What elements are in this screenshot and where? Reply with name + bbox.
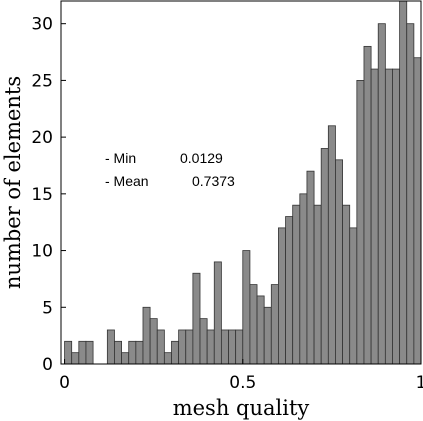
histogram-bar: [342, 204, 351, 365]
y-tick-label: 10: [31, 242, 53, 262]
histogram-bar: [156, 329, 165, 365]
histogram-bar: [249, 284, 258, 365]
histogram-bar: [228, 329, 237, 365]
histogram-bar: [192, 272, 201, 365]
histogram-bar: [335, 159, 343, 365]
histogram-bar: [78, 340, 87, 365]
x-axis-ticks: 0 0.5 1: [59, 359, 423, 393]
histogram-bar: [114, 340, 122, 365]
histogram-bar: [64, 340, 73, 365]
histogram-bar: [377, 23, 386, 365]
histogram-bar: [270, 284, 279, 365]
mean-value: 0.7373: [192, 173, 235, 189]
histogram-bar: [363, 45, 372, 365]
y-tick-label: 15: [31, 185, 53, 205]
histogram-bar: [142, 306, 151, 365]
min-label: - Min: [105, 150, 136, 166]
histogram-bars: [64, 0, 422, 365]
histogram-bar: [285, 216, 294, 365]
x-tick-label: 1: [416, 373, 423, 393]
histogram-bar: [399, 0, 408, 365]
histogram-bar: [306, 170, 315, 365]
mean-label: - Mean: [105, 173, 149, 189]
y-tick-label: 5: [42, 298, 53, 318]
y-axis-ticks: 0 5 10 15 20 25 30: [31, 15, 66, 375]
histogram-bar: [292, 204, 301, 365]
axes-frame: [60, 0, 422, 365]
histogram-bar: [71, 352, 80, 365]
histogram-bar: [163, 352, 172, 365]
histogram-bar: [349, 227, 358, 365]
histogram-bar: [256, 295, 265, 365]
y-axis-label: number of elements: [1, 76, 25, 289]
histogram-bar: [413, 57, 422, 365]
histogram-bar: [299, 193, 308, 365]
histogram-bar: [370, 68, 379, 365]
histogram-bar: [178, 329, 187, 365]
histogram-bar: [213, 261, 222, 365]
histogram-bar: [135, 340, 144, 365]
x-axis-label: mesh quality: [173, 396, 310, 420]
histogram-bar: [149, 318, 158, 365]
histogram-bar: [356, 80, 365, 365]
histogram-bar: [392, 68, 401, 365]
histogram-bar: [171, 340, 180, 365]
y-tick-label: 20: [31, 128, 53, 148]
histogram-bar: [263, 306, 272, 365]
histogram-bar: [106, 329, 115, 365]
histogram-bar: [220, 329, 229, 365]
histogram-bar: [235, 329, 244, 365]
histogram-bar: [199, 318, 208, 365]
histogram-bar: [384, 68, 393, 365]
histogram-bar: [206, 329, 215, 365]
x-tick-label: 0: [59, 373, 70, 393]
histogram-bar: [85, 340, 94, 365]
histogram-bar: [406, 23, 415, 365]
x-tick-label: 0.5: [229, 373, 256, 393]
histogram-bar: [320, 148, 329, 365]
min-value: 0.0129: [180, 150, 223, 166]
histogram-bar: [128, 340, 137, 365]
histogram-bar: [242, 250, 251, 365]
histogram-bar: [327, 125, 336, 365]
y-tick-label: 30: [31, 15, 53, 35]
histogram-bar: [121, 352, 130, 365]
statistics-annotation: - Min 0.0129 - Mean 0.7373: [105, 150, 235, 189]
histogram-bar: [313, 204, 322, 365]
y-tick-label: 0: [42, 355, 53, 375]
histogram-bar: [278, 227, 286, 365]
histogram-bar: [185, 329, 194, 365]
y-tick-label: 25: [31, 71, 53, 91]
